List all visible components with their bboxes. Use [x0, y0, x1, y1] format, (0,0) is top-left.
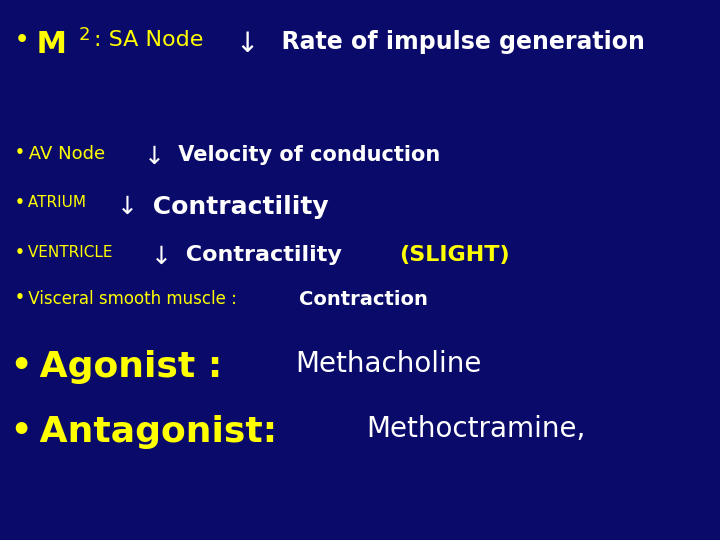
- Text: VENTRICLE: VENTRICLE: [23, 245, 122, 260]
- Text: ↓: ↓: [235, 30, 258, 58]
- Text: ↓: ↓: [150, 245, 172, 269]
- Text: ATRIUM: ATRIUM: [23, 195, 96, 210]
- Text: Rate of impulse generation: Rate of impulse generation: [265, 30, 645, 54]
- Text: Visceral smooth muscle :: Visceral smooth muscle :: [23, 290, 237, 308]
- Text: Contractility: Contractility: [144, 195, 328, 219]
- Text: M: M: [26, 30, 67, 59]
- Text: •: •: [10, 415, 31, 448]
- Text: •: •: [15, 245, 25, 260]
- Text: : SA Node: : SA Node: [94, 30, 203, 50]
- Text: ↓: ↓: [117, 195, 138, 219]
- Text: (SLIGHT): (SLIGHT): [400, 245, 510, 265]
- Text: •: •: [15, 290, 25, 305]
- Text: Contraction: Contraction: [299, 290, 428, 309]
- Text: Methacholine: Methacholine: [295, 350, 482, 378]
- Text: 2: 2: [79, 26, 91, 44]
- Text: ↓: ↓: [143, 145, 164, 169]
- Text: AV Node: AV Node: [23, 145, 117, 163]
- Text: Antagonist:: Antagonist:: [27, 415, 289, 449]
- Text: Contractility: Contractility: [178, 245, 349, 265]
- Text: •: •: [15, 195, 25, 210]
- Text: •: •: [15, 145, 25, 160]
- Text: •: •: [10, 350, 31, 383]
- Text: Methoctramine,: Methoctramine,: [366, 415, 585, 443]
- Text: Agonist :: Agonist :: [27, 350, 235, 384]
- Text: Velocity of conduction: Velocity of conduction: [171, 145, 440, 165]
- Text: •: •: [15, 30, 30, 50]
